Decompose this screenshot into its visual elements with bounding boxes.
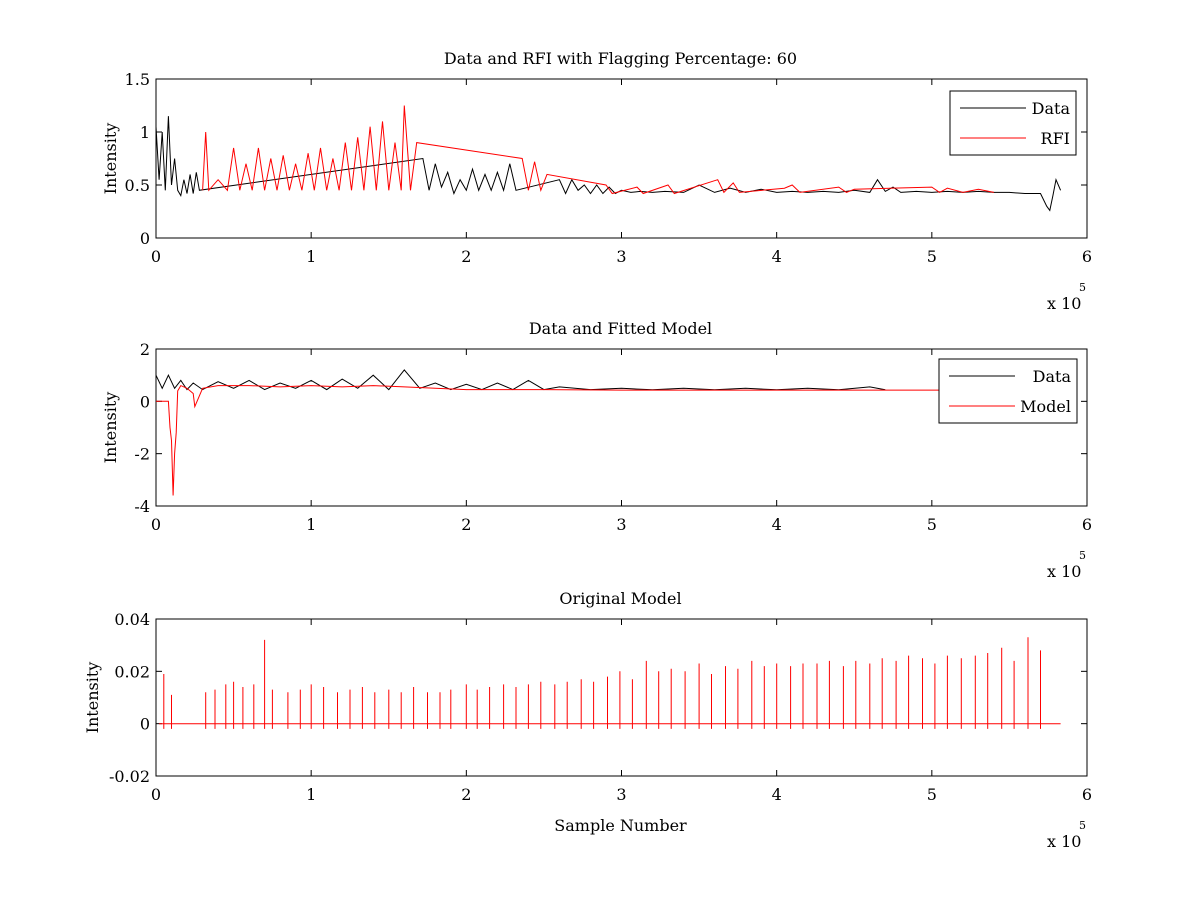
y-tick-label: 0	[140, 229, 150, 248]
x-tick-label: 1	[306, 247, 316, 266]
series-line-rfi	[202, 105, 995, 195]
chart-title: Original Model	[559, 589, 681, 608]
chart-title: Data and Fitted Model	[529, 319, 712, 338]
plot-area	[159, 637, 1061, 729]
y-tick-label: 0.5	[125, 176, 150, 195]
legend-label: Model	[1020, 397, 1071, 416]
y-axis-label: Intensity	[101, 123, 120, 195]
y-axis-label: Intensity	[83, 662, 102, 734]
x-tick-label: 4	[772, 785, 782, 804]
x-tick-label: 1	[306, 785, 316, 804]
x-tick-label: 6	[1082, 785, 1092, 804]
y-tick-label: -4	[134, 497, 150, 516]
x-tick-label: 3	[616, 785, 626, 804]
x-scale-note: x 10	[1047, 832, 1081, 851]
legend-label: RFI	[1041, 129, 1070, 148]
y-tick-label: 1	[140, 123, 150, 142]
y-tick-label: 0	[140, 715, 150, 734]
x-tick-label: 0	[151, 515, 161, 534]
series-line-data	[156, 369, 886, 391]
y-tick-label: 1.5	[125, 70, 150, 89]
x-tick-label: 3	[616, 247, 626, 266]
y-tick-label: 2	[140, 340, 150, 359]
x-axis-label: Sample Number	[554, 816, 687, 835]
legend-box	[949, 90, 1077, 156]
x-tick-label: 5	[927, 515, 937, 534]
x-scale-note: x 10	[1047, 294, 1081, 313]
y-tick-label: -0.02	[109, 767, 150, 786]
x-scale-exponent: 5	[1079, 819, 1086, 832]
x-scale-exponent: 5	[1079, 281, 1086, 294]
x-tick-label: 1	[306, 515, 316, 534]
y-tick-label: 0.04	[114, 610, 150, 629]
plot-area	[156, 105, 1062, 212]
y-axis-label: Intensity	[101, 392, 120, 464]
x-tick-label: 5	[927, 785, 937, 804]
x-tick-label: 6	[1082, 515, 1092, 534]
y-tick-label: 0	[140, 392, 150, 411]
legend-label: Data	[1032, 99, 1071, 118]
legend: Data RFI	[949, 90, 1077, 156]
legend-box	[938, 358, 1078, 424]
x-tick-label: 5	[927, 247, 937, 266]
series-line-original-model	[159, 637, 1061, 729]
chart-title: Data and RFI with Flagging Percentage: 6…	[444, 49, 797, 68]
legend: Data Model	[938, 358, 1078, 424]
y-tick-label: -2	[134, 445, 150, 464]
x-tick-label: 2	[461, 785, 471, 804]
x-scale-exponent: 5	[1079, 549, 1086, 562]
x-tick-label: 3	[616, 515, 626, 534]
y-tick-label: 0.02	[114, 662, 150, 681]
x-tick-label: 0	[151, 247, 161, 266]
x-tick-label: 0	[151, 785, 161, 804]
series-line-model	[156, 384, 1061, 496]
x-tick-label: 4	[772, 515, 782, 534]
x-scale-note: x 10	[1047, 562, 1081, 581]
x-tick-label: 4	[772, 247, 782, 266]
x-tick-label: 6	[1082, 247, 1092, 266]
legend-label: Data	[1033, 367, 1072, 386]
x-tick-label: 2	[461, 247, 471, 266]
x-tick-label: 2	[461, 515, 471, 534]
series-line-data	[156, 116, 1062, 212]
plot-area	[156, 369, 1061, 496]
